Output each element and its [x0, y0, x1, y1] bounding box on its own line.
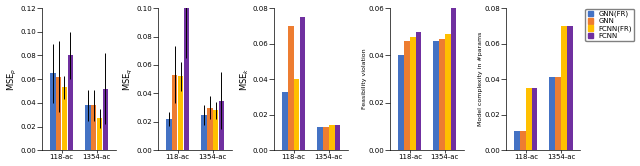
Bar [556, 77, 561, 150]
Bar [56, 77, 61, 150]
Bar [68, 55, 73, 150]
Bar [532, 88, 538, 150]
Bar [439, 39, 445, 150]
Bar [561, 26, 566, 150]
Bar [282, 92, 288, 150]
Bar [91, 105, 97, 150]
Bar [398, 55, 404, 150]
Y-axis label: Feasibility violation: Feasibility violation [362, 49, 367, 110]
Bar [219, 100, 224, 150]
Y-axis label: Model complexity in #params: Model complexity in #params [478, 32, 483, 126]
Bar [61, 87, 67, 150]
Bar [520, 131, 526, 150]
Bar [515, 131, 520, 150]
Bar [288, 26, 294, 150]
Bar [294, 79, 300, 150]
Bar [184, 1, 189, 150]
Bar [567, 26, 573, 150]
Y-axis label: MSE$_q$: MSE$_q$ [122, 67, 135, 91]
Bar [317, 127, 323, 150]
Y-axis label: MSE$_k$: MSE$_k$ [238, 67, 251, 91]
Bar [213, 110, 218, 150]
Y-axis label: MSE$_p$: MSE$_p$ [6, 68, 19, 91]
Bar [207, 108, 212, 150]
Bar [50, 73, 56, 150]
Bar [451, 0, 456, 150]
Bar [172, 75, 177, 150]
Bar [550, 77, 555, 150]
Bar [416, 32, 421, 150]
Bar [445, 34, 451, 150]
Bar [323, 127, 329, 150]
Bar [300, 17, 305, 150]
Bar [201, 115, 207, 150]
Bar [102, 89, 108, 150]
Bar [166, 119, 172, 150]
Bar [410, 37, 415, 150]
Bar [97, 118, 102, 150]
Bar [335, 125, 340, 150]
Bar [85, 105, 91, 150]
Legend: GNN(FR), GNN, FCNN(FR), FCNN: GNN(FR), GNN, FCNN(FR), FCNN [586, 9, 634, 41]
Bar [526, 88, 532, 150]
Bar [178, 76, 183, 150]
Bar [433, 41, 439, 150]
Bar [329, 125, 335, 150]
Bar [404, 41, 410, 150]
